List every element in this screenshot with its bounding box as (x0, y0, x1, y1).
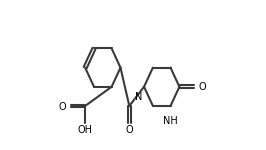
Text: NH: NH (163, 116, 178, 126)
Text: O: O (126, 125, 133, 135)
Text: O: O (198, 82, 206, 92)
Text: O: O (59, 102, 66, 112)
Text: OH: OH (78, 125, 93, 135)
Text: N: N (135, 92, 143, 102)
